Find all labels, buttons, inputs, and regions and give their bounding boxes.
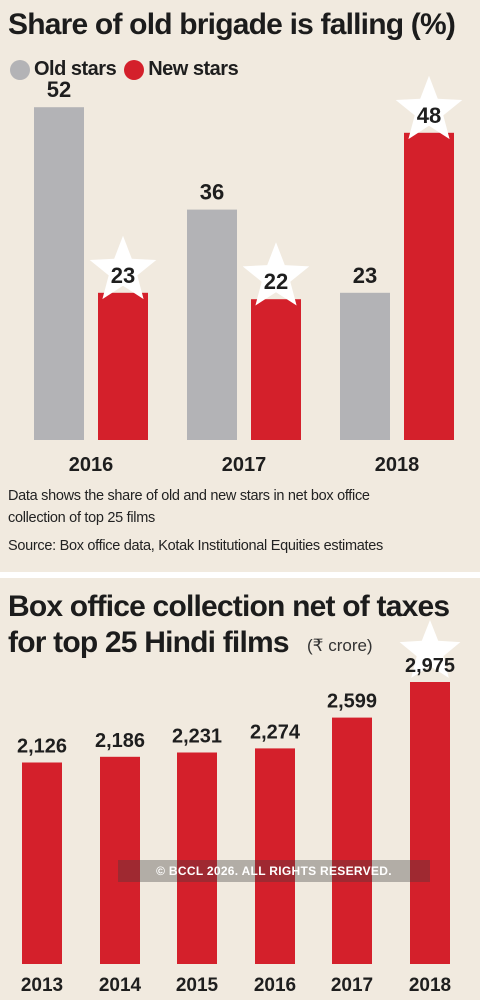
x-tick-label-collection-2014: 2014 <box>99 975 142 996</box>
collection-chart-title-line2: for top 25 Hindi films <box>8 626 290 659</box>
chart-source: Source: Box office data, Kotak Instituti… <box>8 538 383 554</box>
x-tick-label-collection-2016: 2016 <box>254 975 296 996</box>
x-tick-label-2018: 2018 <box>375 454 420 476</box>
chart-note-line1: Data shows the share of old and new star… <box>8 488 370 504</box>
star-icon-2018 <box>395 75 463 140</box>
x-tick-label-collection-2013: 2013 <box>21 975 63 996</box>
bar-collection-2017 <box>332 717 372 964</box>
bar-new-stars-2016 <box>98 292 148 440</box>
bar-collection-2016 <box>255 748 295 964</box>
panel-divider <box>0 572 480 578</box>
x-tick-label-2016: 2016 <box>69 454 114 476</box>
star-icon-collection-2018 <box>399 620 461 678</box>
value-label-collection-2017: 2,599 <box>327 691 377 713</box>
collection-chart-panel <box>0 578 480 1000</box>
value-label-new-stars-2016: 23 <box>111 263 135 288</box>
value-label-old-stars-2018: 23 <box>353 263 377 288</box>
x-tick-label-collection-2018: 2018 <box>409 975 451 996</box>
collection-chart-unit: (₹ crore) <box>307 636 373 655</box>
bar-new-stars-2018 <box>404 132 454 441</box>
chart-note-line2: collection of top 25 films <box>8 510 155 526</box>
star-icon-2016 <box>89 235 157 300</box>
value-label-collection-2013: 2,126 <box>17 735 67 757</box>
legend-swatch-new-stars <box>124 59 145 80</box>
bar-collection-2018 <box>410 682 450 964</box>
value-label-collection-2014: 2,186 <box>95 730 145 752</box>
star-icon-2017 <box>242 242 310 306</box>
value-label-old-stars-2016: 52 <box>47 77 71 102</box>
bar-collection-2015 <box>177 752 217 964</box>
share-chart-title: Share of old brigade is falling (%) <box>8 8 456 41</box>
collection-chart-title-line1: Box office collection net of taxes <box>8 590 450 623</box>
bar-old-stars-2018 <box>340 292 390 440</box>
copyright-watermark: © BCCL 2026. ALL RIGHTS RESERVED. <box>118 860 430 882</box>
x-tick-label-2017: 2017 <box>222 454 267 476</box>
x-tick-label-collection-2015: 2015 <box>176 975 219 996</box>
legend-swatch-old-stars <box>10 59 30 80</box>
bar-collection-2014 <box>100 756 140 964</box>
x-tick-label-collection-2017: 2017 <box>331 975 373 996</box>
value-label-new-stars-2018: 48 <box>417 103 441 128</box>
value-label-old-stars-2017: 36 <box>200 180 224 205</box>
legend-item-old-stars: Old stars <box>10 58 117 81</box>
value-label-new-stars-2017: 22 <box>264 269 288 294</box>
bar-collection-2013 <box>22 762 62 964</box>
legend-item-new-stars: New stars <box>124 58 239 81</box>
legend-label-old-stars: Old stars <box>34 58 117 80</box>
legend-label-new-stars: New stars <box>148 58 239 80</box>
value-label-collection-2016: 2,274 <box>250 721 301 743</box>
bar-new-stars-2017 <box>251 299 301 440</box>
bar-old-stars-2017 <box>187 209 237 440</box>
bar-old-stars-2016 <box>34 107 84 440</box>
value-label-collection-2015: 2,231 <box>172 726 222 748</box>
value-label-collection-2018: 2,975 <box>405 655 455 677</box>
share-chart-legend: Old stars New stars <box>10 58 246 81</box>
